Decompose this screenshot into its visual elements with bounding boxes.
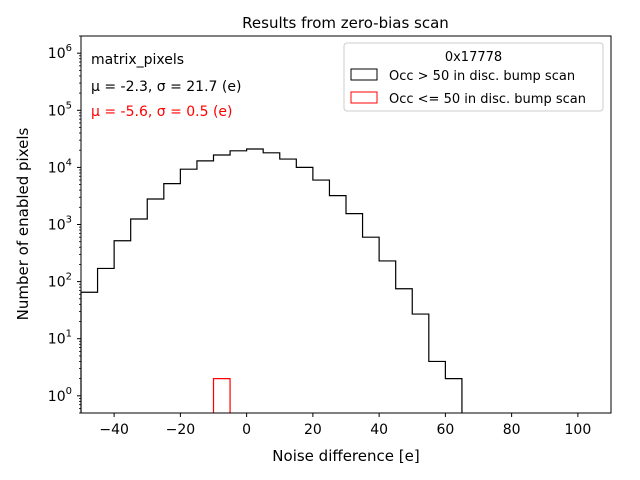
x-tick-label: 100 (565, 422, 592, 438)
histogram-series-1 (212, 378, 231, 413)
x-axis-ticks: −40 −20 0 20 40 60 80 100 (99, 413, 591, 438)
legend-swatch-occ-low (350, 91, 378, 104)
annotation-dataset-name: matrix_pixels (91, 52, 184, 68)
legend: 0x17778 Occ > 50 in disc. bump scan Occ … (343, 42, 604, 112)
x-axis-title: Noise difference [e] (272, 447, 419, 465)
legend-label-occ-low: Occ <= 50 in disc. bump scan (389, 92, 586, 107)
legend-title: 0x17778 (445, 50, 502, 65)
annotation-stats-low-occ: μ = -5.6, σ = 0.5 (e) (91, 104, 233, 120)
y-tick-label: 105 (48, 100, 72, 119)
x-tick-label: 20 (304, 422, 322, 438)
y-tick-label: 102 (48, 272, 72, 291)
x-tick-label: 60 (436, 422, 454, 438)
y-tick-label: 100 (48, 386, 72, 405)
y-tick-label: 106 (48, 43, 72, 62)
series-layer (80, 148, 463, 413)
y-axis-ticks: 100 101 102 103 104 105 106 (48, 35, 81, 414)
x-tick-label: 0 (242, 422, 251, 438)
x-tick-label: 80 (503, 422, 521, 438)
legend-label-occ-high: Occ > 50 in disc. bump scan (389, 69, 575, 84)
annotation-stats-all: μ = -2.3, σ = 21.7 (e) (91, 79, 241, 95)
x-tick-label: −20 (166, 422, 196, 438)
y-tick-label: 101 (48, 329, 72, 348)
legend-box (343, 42, 604, 112)
histogram-series-0 (80, 148, 463, 413)
y-tick-label: 103 (48, 215, 72, 234)
y-tick-label: 104 (48, 157, 72, 176)
plot-frame (80, 35, 612, 414)
x-tick-label: 40 (370, 422, 388, 438)
x-tick-label: −40 (99, 422, 129, 438)
y-axis-title: Number of enabled pixels (14, 127, 32, 320)
chart-title: Results from zero-bias scan (242, 14, 449, 32)
legend-swatch-occ-high (350, 68, 378, 81)
